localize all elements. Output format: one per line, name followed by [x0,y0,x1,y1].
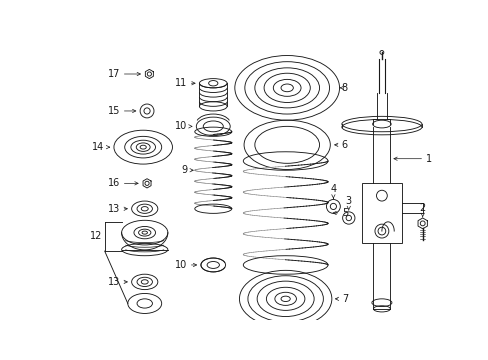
Text: 13: 13 [108,204,120,214]
Text: 1: 1 [425,154,431,164]
Text: 14: 14 [92,142,104,152]
Text: 10: 10 [175,121,187,131]
Text: 6: 6 [341,140,347,150]
Text: 16: 16 [108,178,120,188]
Text: 9: 9 [181,165,187,175]
Text: 3: 3 [345,196,351,206]
Text: 15: 15 [107,106,120,116]
Text: 7: 7 [341,294,347,304]
Text: 17: 17 [107,69,120,79]
Text: 8: 8 [341,83,347,93]
Bar [361,183,401,243]
Text: 4: 4 [330,184,336,194]
Text: 11: 11 [175,78,187,88]
Text: 2: 2 [419,203,425,213]
Text: 5: 5 [341,208,347,218]
Text: 12: 12 [90,231,102,242]
Text: 10: 10 [175,260,187,270]
Text: 13: 13 [108,277,120,287]
